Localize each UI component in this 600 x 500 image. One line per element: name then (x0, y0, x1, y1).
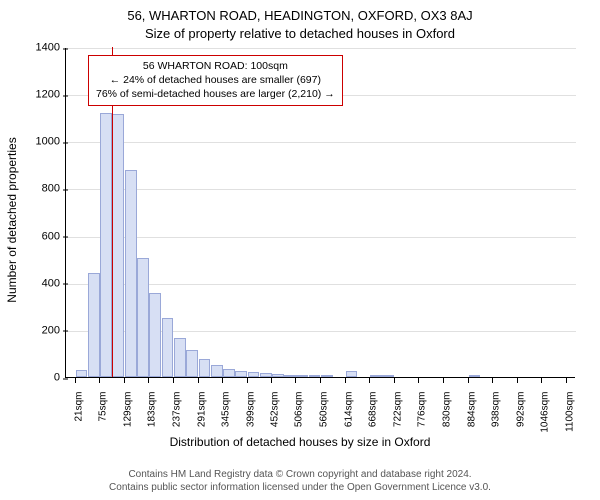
histogram-bar (469, 375, 481, 377)
x-tick-label: 129sqm (122, 392, 133, 442)
histogram-bar (100, 113, 112, 377)
x-tick-label: 237sqm (171, 392, 182, 442)
histogram-bar (382, 375, 394, 377)
gridline-h (66, 142, 576, 143)
x-tick-mark (517, 378, 518, 383)
x-tick-label: 560sqm (319, 392, 330, 442)
annotation-line1: 56 WHARTON ROAD: 100sqm (96, 59, 335, 73)
y-tick-label: 1000 (25, 137, 60, 148)
x-tick-mark (492, 378, 493, 383)
credit-text: Contains HM Land Registry data © Crown c… (0, 468, 600, 494)
x-tick-label: 291sqm (196, 392, 207, 442)
x-tick-mark (369, 378, 370, 383)
chart-title-line2: Size of property relative to detached ho… (0, 26, 600, 41)
x-tick-mark (320, 378, 321, 383)
x-tick-label: 668sqm (368, 392, 379, 442)
x-tick-label: 21sqm (73, 392, 84, 442)
x-tick-label: 75sqm (98, 392, 109, 442)
y-tick-label: 1200 (25, 90, 60, 101)
credit-line2: Contains public sector information licen… (0, 481, 600, 494)
credit-line1: Contains HM Land Registry data © Crown c… (0, 468, 600, 481)
y-tick-label: 800 (25, 184, 60, 195)
y-tick-label: 0 (25, 373, 60, 384)
x-tick-mark (295, 378, 296, 383)
gridline-h (66, 48, 576, 49)
x-tick-label: 938sqm (491, 392, 502, 442)
histogram-bar (260, 373, 272, 377)
x-tick-mark (541, 378, 542, 383)
x-tick-mark (271, 378, 272, 383)
histogram-bar (112, 114, 124, 377)
x-tick-label: 1100sqm (564, 392, 575, 442)
x-tick-label: 830sqm (441, 392, 452, 442)
histogram-bar (284, 375, 296, 377)
histogram-bar (76, 370, 88, 377)
x-tick-mark (566, 378, 567, 383)
histogram-bar (296, 375, 308, 377)
histogram-bar (346, 371, 358, 377)
histogram-bar (272, 374, 284, 377)
histogram-bar (125, 170, 137, 377)
x-tick-mark (198, 378, 199, 383)
x-tick-label: 992sqm (515, 392, 526, 442)
x-tick-mark (468, 378, 469, 383)
x-tick-label: 452sqm (269, 392, 280, 442)
histogram-bar (211, 365, 223, 377)
annotation-box: 56 WHARTON ROAD: 100sqm ← 24% of detache… (88, 55, 343, 106)
chart-title-line1: 56, WHARTON ROAD, HEADINGTON, OXFORD, OX… (0, 8, 600, 23)
y-tick-label: 600 (25, 231, 60, 242)
x-tick-label: 884sqm (466, 392, 477, 442)
histogram-bar (149, 293, 161, 377)
x-tick-mark (443, 378, 444, 383)
x-tick-mark (75, 378, 76, 383)
x-tick-label: 399sqm (245, 392, 256, 442)
y-tick-label: 1400 (25, 43, 60, 54)
histogram-bar (88, 273, 100, 377)
gridline-h (66, 237, 576, 238)
gridline-h (66, 189, 576, 190)
y-tick-label: 200 (25, 325, 60, 336)
histogram-bar (174, 338, 186, 377)
x-tick-mark (394, 378, 395, 383)
histogram-bar (370, 375, 382, 377)
x-tick-mark (99, 378, 100, 383)
x-tick-mark (173, 378, 174, 383)
x-tick-label: 506sqm (294, 392, 305, 442)
histogram-bar (162, 318, 174, 377)
x-tick-mark (124, 378, 125, 383)
x-tick-label: 345sqm (221, 392, 232, 442)
histogram-bar (199, 359, 211, 377)
histogram-bar (321, 375, 333, 377)
annotation-line3: 76% of semi-detached houses are larger (… (96, 87, 335, 101)
histogram-bar (309, 375, 321, 377)
x-tick-label: 614sqm (343, 392, 354, 442)
histogram-bar (223, 369, 235, 377)
histogram-bar (137, 258, 149, 377)
x-tick-label: 722sqm (392, 392, 403, 442)
histogram-bar (186, 350, 198, 377)
histogram-bar (235, 371, 247, 377)
x-tick-label: 776sqm (417, 392, 428, 442)
histogram-bar (248, 372, 260, 377)
x-tick-mark (148, 378, 149, 383)
y-tick-label: 400 (25, 278, 60, 289)
x-tick-mark (345, 378, 346, 383)
x-tick-label: 183sqm (147, 392, 158, 442)
x-tick-mark (418, 378, 419, 383)
annotation-line2: ← 24% of detached houses are smaller (69… (96, 73, 335, 87)
x-tick-mark (222, 378, 223, 383)
x-tick-label: 1046sqm (540, 392, 551, 442)
y-axis-label: Number of detached properties (5, 137, 19, 302)
x-tick-mark (247, 378, 248, 383)
